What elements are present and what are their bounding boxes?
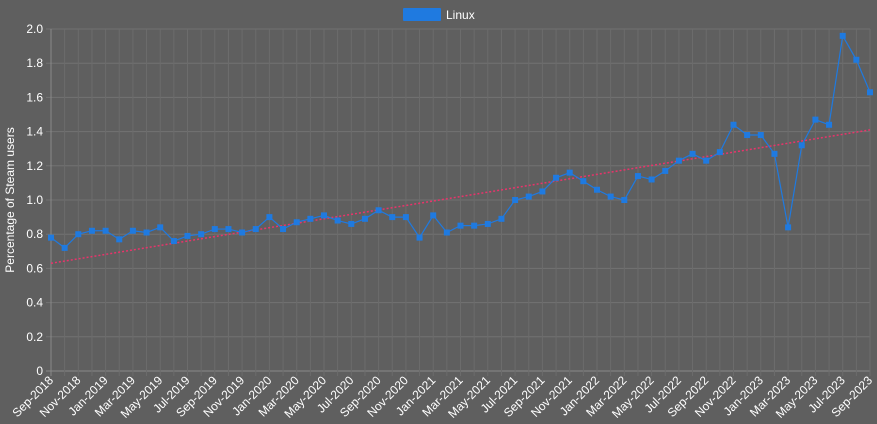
data-point [634,173,641,180]
data-point [198,231,205,238]
y-tick-label: 1.2 [26,159,43,173]
data-point [812,116,819,123]
data-point [129,227,136,234]
data-point [566,169,573,176]
data-point [102,227,109,234]
data-point [826,121,833,128]
y-tick-label: 2.0 [26,22,43,36]
data-point [389,214,396,221]
y-tick-label: 0.6 [26,261,43,275]
data-point [785,224,792,231]
legend-label-linux[interactable]: Linux [446,8,475,22]
data-point [498,215,505,222]
data-point [170,238,177,245]
data-point [457,222,464,229]
y-tick-label: 0 [36,364,43,378]
y-axis-ticks: 0 0.2 0.4 0.6 0.8 1.0 1.2 1.4 1.6 1.8 2.0 [26,22,43,378]
data-point [75,231,82,238]
y-tick-label: 0.8 [26,227,43,241]
data-point [348,220,355,227]
y-tick-label: 1.8 [26,56,43,70]
data-point [675,157,682,164]
data-point [607,193,614,200]
data-point [757,132,764,139]
data-point [402,214,409,221]
y-axis-title: Percentage of Steam users [3,127,17,272]
data-point [867,89,873,96]
data-point [225,226,232,233]
data-point [621,197,628,203]
data-point [484,220,491,227]
data-point [116,236,123,243]
y-tick-label: 0.2 [26,330,43,344]
data-point [471,222,478,229]
y-tick-label: 1.0 [26,193,43,207]
data-point [361,215,368,222]
grid-lines [46,28,871,376]
data-point [321,212,327,219]
data-point [771,150,778,157]
data-point [375,207,382,214]
data-point [689,150,696,157]
data-point [648,176,655,183]
data-point [853,56,860,63]
data-point [416,234,423,241]
data-point [525,193,532,200]
data-point [553,174,560,181]
data-point [430,212,437,219]
data-point [266,214,273,221]
y-tick-label: 1.6 [26,90,43,104]
data-point [703,157,710,164]
data-point [730,121,737,128]
data-point [580,178,587,185]
data-point [594,186,600,193]
y-tick-label: 0.4 [26,296,43,310]
data-point [239,229,246,236]
data-points [48,32,873,251]
data-point [798,142,805,149]
data-point [716,149,723,156]
data-point [539,188,546,195]
data-point [744,132,751,139]
x-axis-ticks: Sep-2018Nov-2018Jan-2019Mar-2019May-2019… [9,373,875,421]
data-point [334,217,341,224]
data-point [512,197,519,203]
data-point [307,215,314,222]
data-point [157,224,164,231]
data-point [280,226,287,233]
data-point [211,226,218,233]
legend[interactable]: Linux [403,8,475,22]
data-point [662,167,669,174]
data-point [252,226,259,233]
data-point [443,229,450,236]
data-point [88,227,95,234]
data-point [293,219,300,226]
data-point [48,234,54,241]
data-point [184,232,191,239]
data-point [839,32,846,39]
data-point [143,229,150,236]
y-tick-label: 1.4 [26,125,43,139]
data-point [61,244,68,251]
legend-swatch-linux[interactable] [403,8,441,21]
